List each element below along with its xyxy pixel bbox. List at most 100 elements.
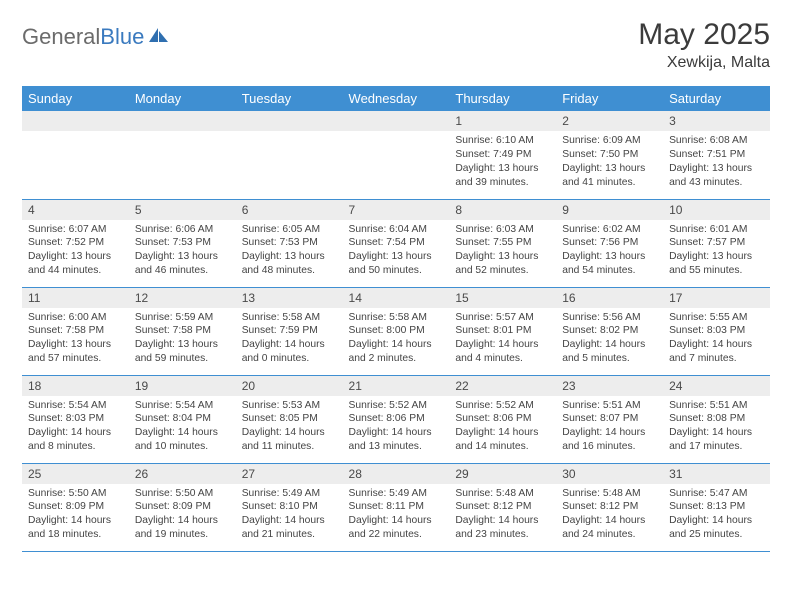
day-number: 10 [663, 200, 770, 220]
sunrise-line: Sunrise: 6:04 AM [349, 223, 444, 237]
sunrise-line: Sunrise: 5:49 AM [349, 487, 444, 501]
calendar-day-cell: 3Sunrise: 6:08 AMSunset: 7:51 PMDaylight… [663, 111, 770, 199]
calendar-week-row: 11Sunrise: 6:00 AMSunset: 7:58 PMDayligh… [22, 287, 770, 375]
sunrise-line: Sunrise: 5:54 AM [28, 399, 123, 413]
day-details: Sunrise: 6:10 AMSunset: 7:49 PMDaylight:… [449, 131, 556, 194]
sunset-line: Sunset: 7:50 PM [562, 148, 657, 162]
day-number: 30 [556, 464, 663, 484]
sunrise-line: Sunrise: 5:58 AM [242, 311, 337, 325]
day-number: 21 [343, 376, 450, 396]
day-number: 1 [449, 111, 556, 131]
brand-logo: GeneralBlue [22, 18, 170, 50]
calendar-day-cell: 18Sunrise: 5:54 AMSunset: 8:03 PMDayligh… [22, 375, 129, 463]
daylight-line: Daylight: 14 hours and 19 minutes. [135, 514, 230, 542]
day-details: Sunrise: 6:07 AMSunset: 7:52 PMDaylight:… [22, 220, 129, 283]
daylight-line: Daylight: 13 hours and 43 minutes. [669, 162, 764, 190]
day-details: Sunrise: 5:51 AMSunset: 8:08 PMDaylight:… [663, 396, 770, 459]
calendar-day-cell: 27Sunrise: 5:49 AMSunset: 8:10 PMDayligh… [236, 463, 343, 551]
sunset-line: Sunset: 7:57 PM [669, 236, 764, 250]
day-details: Sunrise: 5:55 AMSunset: 8:03 PMDaylight:… [663, 308, 770, 371]
calendar-day-cell: 29Sunrise: 5:48 AMSunset: 8:12 PMDayligh… [449, 463, 556, 551]
day-details: Sunrise: 6:04 AMSunset: 7:54 PMDaylight:… [343, 220, 450, 283]
day-details: Sunrise: 5:58 AMSunset: 7:59 PMDaylight:… [236, 308, 343, 371]
calendar-day-cell [129, 111, 236, 199]
calendar-day-cell: 12Sunrise: 5:59 AMSunset: 7:58 PMDayligh… [129, 287, 236, 375]
daylight-line: Daylight: 14 hours and 23 minutes. [455, 514, 550, 542]
weekday-header: Thursday [449, 86, 556, 111]
day-details: Sunrise: 5:51 AMSunset: 8:07 PMDaylight:… [556, 396, 663, 459]
day-number: 19 [129, 376, 236, 396]
sunset-line: Sunset: 8:12 PM [562, 500, 657, 514]
sunset-line: Sunset: 8:00 PM [349, 324, 444, 338]
daylight-line: Daylight: 14 hours and 4 minutes. [455, 338, 550, 366]
weekday-header: Saturday [663, 86, 770, 111]
day-number [129, 111, 236, 131]
sunset-line: Sunset: 8:09 PM [135, 500, 230, 514]
day-number: 13 [236, 288, 343, 308]
sunrise-line: Sunrise: 5:57 AM [455, 311, 550, 325]
sunset-line: Sunset: 8:01 PM [455, 324, 550, 338]
daylight-line: Daylight: 14 hours and 10 minutes. [135, 426, 230, 454]
day-number: 17 [663, 288, 770, 308]
daylight-line: Daylight: 14 hours and 16 minutes. [562, 426, 657, 454]
sunset-line: Sunset: 7:52 PM [28, 236, 123, 250]
sunrise-line: Sunrise: 6:03 AM [455, 223, 550, 237]
sunset-line: Sunset: 8:06 PM [349, 412, 444, 426]
day-number [236, 111, 343, 131]
sunrise-line: Sunrise: 5:51 AM [669, 399, 764, 413]
sunset-line: Sunset: 7:51 PM [669, 148, 764, 162]
daylight-line: Daylight: 14 hours and 13 minutes. [349, 426, 444, 454]
sunrise-line: Sunrise: 5:48 AM [562, 487, 657, 501]
day-number: 7 [343, 200, 450, 220]
sunset-line: Sunset: 7:55 PM [455, 236, 550, 250]
day-details: Sunrise: 6:03 AMSunset: 7:55 PMDaylight:… [449, 220, 556, 283]
sunset-line: Sunset: 8:05 PM [242, 412, 337, 426]
daylight-line: Daylight: 13 hours and 57 minutes. [28, 338, 123, 366]
day-number: 4 [22, 200, 129, 220]
sunset-line: Sunset: 7:54 PM [349, 236, 444, 250]
sunset-line: Sunset: 7:58 PM [28, 324, 123, 338]
calendar-day-cell: 30Sunrise: 5:48 AMSunset: 8:12 PMDayligh… [556, 463, 663, 551]
day-number: 3 [663, 111, 770, 131]
day-number: 8 [449, 200, 556, 220]
day-details: Sunrise: 5:54 AMSunset: 8:04 PMDaylight:… [129, 396, 236, 459]
sunrise-line: Sunrise: 5:59 AM [135, 311, 230, 325]
daylight-line: Daylight: 14 hours and 5 minutes. [562, 338, 657, 366]
daylight-line: Daylight: 13 hours and 59 minutes. [135, 338, 230, 366]
day-number [343, 111, 450, 131]
daylight-line: Daylight: 14 hours and 21 minutes. [242, 514, 337, 542]
day-number: 24 [663, 376, 770, 396]
day-number: 2 [556, 111, 663, 131]
day-number: 20 [236, 376, 343, 396]
sunrise-line: Sunrise: 6:10 AM [455, 134, 550, 148]
weekday-header: Sunday [22, 86, 129, 111]
sunrise-line: Sunrise: 5:50 AM [28, 487, 123, 501]
day-number: 31 [663, 464, 770, 484]
calendar-day-cell: 22Sunrise: 5:52 AMSunset: 8:06 PMDayligh… [449, 375, 556, 463]
daylight-line: Daylight: 14 hours and 17 minutes. [669, 426, 764, 454]
sunrise-line: Sunrise: 5:53 AM [242, 399, 337, 413]
daylight-line: Daylight: 14 hours and 2 minutes. [349, 338, 444, 366]
sunset-line: Sunset: 8:10 PM [242, 500, 337, 514]
day-details: Sunrise: 5:54 AMSunset: 8:03 PMDaylight:… [22, 396, 129, 459]
day-details: Sunrise: 5:48 AMSunset: 8:12 PMDaylight:… [449, 484, 556, 547]
brand-part2: Blue [100, 24, 144, 50]
day-number: 6 [236, 200, 343, 220]
daylight-line: Daylight: 13 hours and 41 minutes. [562, 162, 657, 190]
location-label: Xewkija, Malta [638, 54, 770, 72]
daylight-line: Daylight: 13 hours and 55 minutes. [669, 250, 764, 278]
weekday-header: Friday [556, 86, 663, 111]
calendar-day-cell: 19Sunrise: 5:54 AMSunset: 8:04 PMDayligh… [129, 375, 236, 463]
sunset-line: Sunset: 8:13 PM [669, 500, 764, 514]
day-details: Sunrise: 6:01 AMSunset: 7:57 PMDaylight:… [663, 220, 770, 283]
day-details: Sunrise: 5:48 AMSunset: 8:12 PMDaylight:… [556, 484, 663, 547]
day-details: Sunrise: 6:05 AMSunset: 7:53 PMDaylight:… [236, 220, 343, 283]
sunrise-line: Sunrise: 5:50 AM [135, 487, 230, 501]
sunrise-line: Sunrise: 5:49 AM [242, 487, 337, 501]
day-details: Sunrise: 5:58 AMSunset: 8:00 PMDaylight:… [343, 308, 450, 371]
calendar-day-cell: 2Sunrise: 6:09 AMSunset: 7:50 PMDaylight… [556, 111, 663, 199]
day-number: 12 [129, 288, 236, 308]
calendar-day-cell: 15Sunrise: 5:57 AMSunset: 8:01 PMDayligh… [449, 287, 556, 375]
day-number: 16 [556, 288, 663, 308]
daylight-line: Daylight: 14 hours and 7 minutes. [669, 338, 764, 366]
